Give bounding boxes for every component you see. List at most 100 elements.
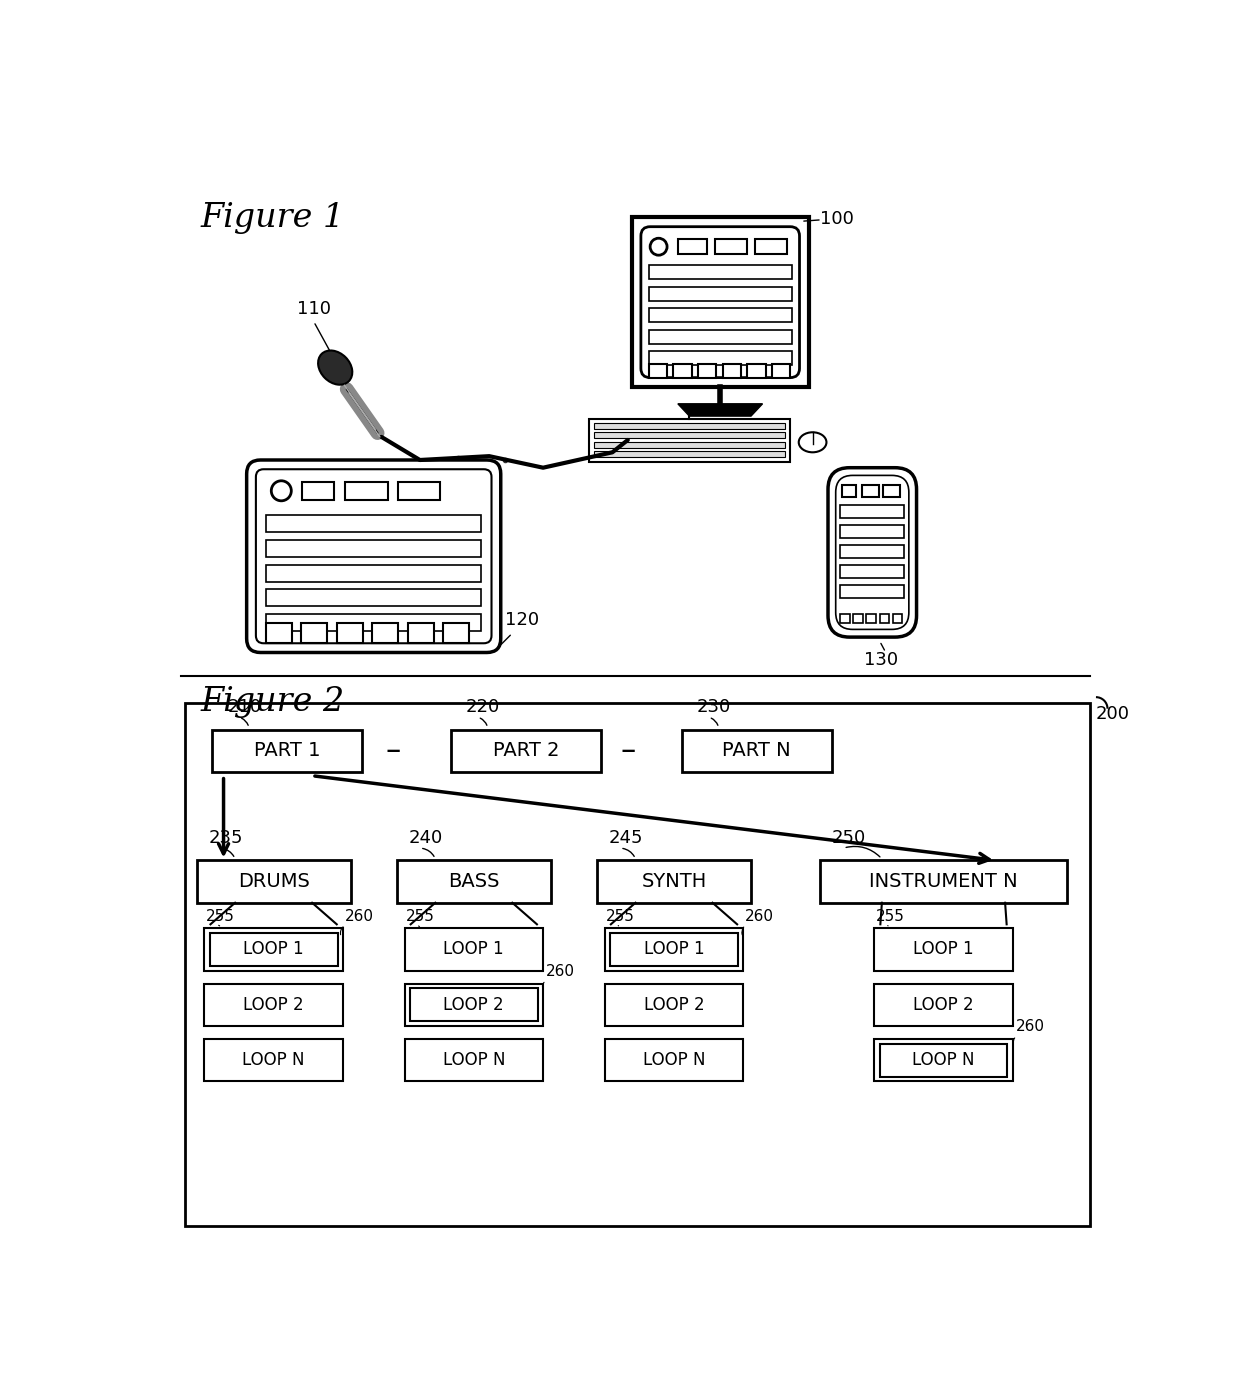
- Ellipse shape: [319, 350, 352, 385]
- Bar: [337, 624, 363, 643]
- Bar: [410, 988, 538, 1021]
- FancyBboxPatch shape: [641, 227, 800, 378]
- Text: 210: 210: [227, 698, 262, 716]
- Bar: [821, 861, 1066, 903]
- Text: 255: 255: [206, 908, 234, 923]
- Text: PART 1: PART 1: [254, 741, 320, 760]
- Bar: [649, 265, 792, 279]
- Bar: [605, 1039, 743, 1081]
- Bar: [649, 364, 667, 378]
- Bar: [265, 589, 481, 607]
- FancyBboxPatch shape: [255, 469, 491, 643]
- Bar: [841, 614, 849, 624]
- Bar: [605, 928, 743, 971]
- Bar: [404, 928, 543, 971]
- Text: 100: 100: [821, 209, 854, 227]
- Bar: [265, 565, 481, 582]
- Bar: [443, 624, 469, 643]
- Bar: [205, 1039, 343, 1081]
- Text: PART 2: PART 2: [492, 741, 559, 760]
- FancyBboxPatch shape: [828, 467, 916, 638]
- Bar: [673, 364, 692, 378]
- Bar: [398, 481, 440, 499]
- Text: 130: 130: [864, 651, 898, 670]
- Bar: [862, 484, 879, 497]
- Bar: [372, 624, 398, 643]
- Bar: [883, 484, 900, 497]
- Bar: [893, 614, 901, 624]
- Text: 255: 255: [405, 908, 435, 923]
- Text: LOOP 1: LOOP 1: [644, 940, 704, 958]
- Text: LOOP N: LOOP N: [913, 1052, 975, 1069]
- Text: 110: 110: [296, 300, 331, 318]
- Bar: [841, 505, 904, 518]
- Text: 250: 250: [832, 829, 866, 847]
- Bar: [649, 287, 792, 300]
- Bar: [841, 525, 904, 537]
- Bar: [874, 1039, 1013, 1081]
- Bar: [301, 624, 327, 643]
- Text: LOOP N: LOOP N: [642, 1052, 706, 1069]
- Bar: [265, 540, 481, 557]
- Bar: [408, 624, 434, 643]
- Text: 220: 220: [466, 698, 501, 716]
- Text: LOOP 2: LOOP 2: [913, 996, 973, 1014]
- Bar: [610, 933, 738, 965]
- Bar: [589, 418, 790, 462]
- Text: –: –: [386, 735, 401, 764]
- Bar: [265, 624, 293, 643]
- Text: INSTRUMENT N: INSTRUMENT N: [869, 872, 1018, 891]
- Text: LOOP 1: LOOP 1: [913, 940, 973, 958]
- Bar: [265, 515, 481, 533]
- Text: 235: 235: [208, 829, 243, 847]
- Text: BASS: BASS: [448, 872, 500, 891]
- Bar: [404, 983, 543, 1025]
- Bar: [879, 1043, 1007, 1077]
- Text: 230: 230: [697, 698, 732, 716]
- Text: Figure 1: Figure 1: [201, 202, 345, 234]
- Bar: [345, 481, 388, 499]
- Text: 120: 120: [505, 611, 538, 629]
- Text: LOOP N: LOOP N: [242, 1052, 305, 1069]
- Bar: [755, 239, 787, 254]
- FancyBboxPatch shape: [836, 476, 909, 629]
- Bar: [649, 329, 792, 343]
- Bar: [404, 1039, 543, 1081]
- Bar: [210, 933, 337, 965]
- Bar: [185, 703, 1090, 1226]
- Bar: [874, 928, 1013, 971]
- Text: 200: 200: [1096, 704, 1130, 723]
- Bar: [594, 423, 785, 430]
- Text: Figure 2: Figure 2: [201, 685, 345, 717]
- Bar: [596, 861, 751, 903]
- Bar: [605, 983, 743, 1025]
- Bar: [265, 614, 481, 631]
- FancyBboxPatch shape: [247, 460, 501, 653]
- Bar: [205, 928, 343, 971]
- Bar: [748, 364, 765, 378]
- Text: DRUMS: DRUMS: [238, 872, 310, 891]
- Bar: [649, 352, 792, 365]
- Bar: [303, 481, 335, 499]
- Bar: [867, 614, 875, 624]
- Bar: [853, 614, 863, 624]
- Bar: [450, 730, 601, 771]
- Text: 260: 260: [745, 908, 774, 923]
- Text: LOOP 2: LOOP 2: [644, 996, 704, 1014]
- Bar: [714, 239, 748, 254]
- Bar: [678, 239, 707, 254]
- Text: PART N: PART N: [723, 741, 791, 760]
- Text: 240: 240: [408, 829, 443, 847]
- Text: SYNTH: SYNTH: [641, 872, 707, 891]
- Text: LOOP 1: LOOP 1: [444, 940, 505, 958]
- Bar: [841, 544, 904, 558]
- Bar: [874, 983, 1013, 1025]
- Bar: [212, 730, 362, 771]
- Bar: [723, 364, 742, 378]
- Bar: [682, 730, 832, 771]
- Bar: [594, 451, 785, 458]
- Text: LOOP 2: LOOP 2: [444, 996, 505, 1014]
- Bar: [841, 565, 904, 578]
- Text: 260: 260: [1016, 1020, 1045, 1035]
- Bar: [594, 442, 785, 448]
